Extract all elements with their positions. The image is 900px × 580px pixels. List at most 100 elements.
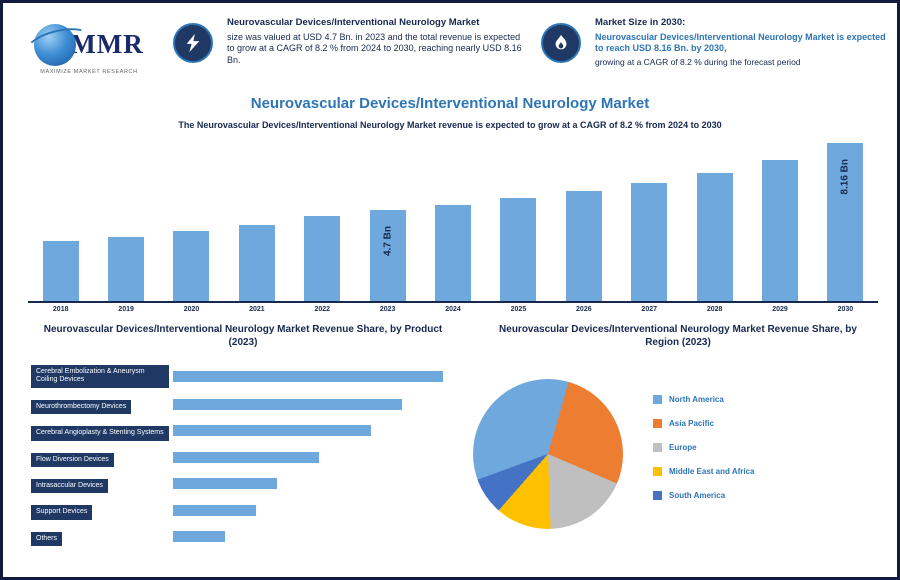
legend-label-south-america: South America bbox=[669, 491, 726, 500]
product-bar bbox=[173, 478, 277, 490]
revenue-bar-2018 bbox=[42, 241, 79, 301]
legend-label-middle-east-and-africa: Middle East and Africa bbox=[669, 467, 755, 476]
year-label-2021: 2021 bbox=[249, 306, 265, 313]
product-label: Cerebral Angioplasty & Stenting Systems bbox=[31, 426, 169, 441]
bar-slot-2028 bbox=[682, 139, 747, 301]
product-bar bbox=[173, 425, 371, 437]
bar-slot-2022 bbox=[290, 139, 355, 301]
revenue-bar-2019 bbox=[108, 237, 145, 301]
product-bar bbox=[173, 451, 319, 463]
product-label: Cerebral Embolization & Aneurysm Coiling… bbox=[31, 365, 169, 388]
product-bar bbox=[173, 370, 443, 382]
product-bar bbox=[173, 530, 225, 542]
product-row: Cerebral Embolization & Aneurysm Coiling… bbox=[31, 365, 463, 388]
product-label: Others bbox=[31, 531, 63, 547]
revenue-bar-2023: 4.7 Bn bbox=[369, 210, 406, 301]
bar-chart-bars: 4.7 Bn 8.16 Bn bbox=[28, 139, 878, 303]
legend-swatch-south-america bbox=[653, 491, 662, 500]
region-section-heading: Neurovascular Devices/Interventional Neu… bbox=[499, 324, 857, 348]
legend-item-north-america: North America bbox=[653, 395, 755, 404]
logo-caption: MAXIMIZE MARKET RESEARCH bbox=[40, 68, 138, 75]
bar-slot-2030: 8.16 Bn bbox=[813, 139, 878, 301]
legend-swatch-asia-pacific bbox=[653, 419, 662, 428]
lightning-icon bbox=[173, 23, 213, 63]
product-row: Support Devices bbox=[31, 500, 463, 520]
bar-slot-2024 bbox=[420, 139, 485, 301]
product-label-cell: Intrasaccular Devices bbox=[31, 474, 173, 494]
revenue-bar-2020 bbox=[173, 231, 210, 301]
bar-value-label-2030: 8.16 Bn bbox=[839, 159, 851, 195]
bar-slot-2020 bbox=[159, 139, 224, 301]
revenue-bar-2022 bbox=[304, 216, 341, 301]
legend-item-south-america: South America bbox=[653, 491, 755, 500]
product-bar bbox=[173, 398, 402, 410]
product-label: Neurothrombectomy Devices bbox=[31, 399, 132, 415]
product-row: Cerebral Angioplasty & Stenting Systems bbox=[31, 421, 463, 441]
year-label-2019: 2019 bbox=[118, 306, 134, 313]
product-bar bbox=[173, 504, 256, 516]
mmr-logo: MMR MAXIMIZE MARKET RESEARCH bbox=[23, 13, 155, 85]
legend-swatch-north-america bbox=[653, 395, 662, 404]
product-row: Neurothrombectomy Devices bbox=[31, 395, 463, 415]
legend-item-middle-east-and-africa: Middle East and Africa bbox=[653, 467, 755, 476]
bar-slot-2025 bbox=[486, 139, 551, 301]
revenue-bar-2021 bbox=[238, 225, 275, 301]
region-legend: North America Asia Pacific Europe Middle Ea… bbox=[653, 395, 755, 515]
product-row: Flow Diversion Devices bbox=[31, 448, 463, 467]
year-label-2025: 2025 bbox=[510, 306, 527, 313]
bar-value-label-2023: 4.7 Bn bbox=[382, 226, 394, 257]
flame-icon bbox=[541, 23, 581, 63]
product-row: Intrasaccular Devices bbox=[31, 474, 463, 494]
header-block-left: Neurovascular Devices/Interventional Neu… bbox=[173, 17, 528, 67]
year-label-2027: 2027 bbox=[641, 306, 657, 313]
year-label-2020: 2020 bbox=[183, 306, 200, 313]
bar-slot-2021 bbox=[224, 139, 289, 301]
globe-icon bbox=[34, 23, 77, 66]
market-summary-title: Neurovascular Devices/Interventional Neu… bbox=[227, 17, 480, 28]
market-size-note: growing at a CAGR of 8.2 % during the fo… bbox=[595, 57, 801, 68]
year-label-2023: 2023 bbox=[379, 306, 396, 313]
product-label-cell: Support Devices bbox=[31, 500, 173, 520]
market-size-highlight: Neurovascular Devices/Interventional Neu… bbox=[595, 31, 886, 54]
bar-slot-2026 bbox=[551, 139, 616, 301]
legend-label-north-america: North America bbox=[669, 395, 724, 404]
bar-slot-2019 bbox=[93, 139, 158, 301]
legend-label-asia-pacific: Asia Pacific bbox=[669, 419, 714, 428]
revenue-bar-2025 bbox=[500, 198, 537, 301]
product-bar-chart: Cerebral Embolization & Aneurysm Coiling… bbox=[31, 365, 463, 553]
revenue-bar-2028 bbox=[696, 173, 733, 301]
product-row: Others bbox=[31, 527, 463, 547]
product-label-cell: Others bbox=[31, 527, 173, 547]
legend-item-europe: Europe bbox=[653, 443, 755, 452]
revenue-bar-2024 bbox=[435, 205, 472, 301]
year-label-2018: 2018 bbox=[52, 306, 69, 313]
region-pie-chart bbox=[473, 379, 623, 529]
market-size-title: Market Size in 2030: bbox=[595, 17, 686, 28]
product-label-cell: Cerebral Angioplasty & Stenting Systems bbox=[31, 421, 173, 441]
bar-slot-2023: 4.7 Bn bbox=[355, 139, 420, 301]
header-block-right: Market Size in 2030: Neurovascular Devic… bbox=[541, 17, 886, 69]
market-summary-body: size was valued at USD 4.7 Bn. in 2023 a… bbox=[227, 31, 522, 66]
bar-slot-2029 bbox=[747, 139, 812, 301]
year-label-2029: 2029 bbox=[772, 306, 788, 313]
legend-swatch-europe bbox=[653, 443, 662, 452]
revenue-bar-2026 bbox=[565, 191, 602, 301]
year-label-2024: 2024 bbox=[445, 306, 461, 313]
revenue-bar-2029 bbox=[761, 160, 798, 301]
legend-swatch-middle-east-and-africa bbox=[653, 467, 662, 476]
page-title: Neurovascular Devices/Interventional Neu… bbox=[250, 95, 650, 112]
product-label: Flow Diversion Devices bbox=[31, 452, 114, 467]
bar-slot-2018 bbox=[28, 139, 93, 301]
product-label: Support Devices bbox=[31, 505, 93, 520]
year-label-2030: 2030 bbox=[837, 306, 854, 313]
year-label-2026: 2026 bbox=[576, 306, 592, 313]
revenue-bar-chart: 4.7 Bn 8.16 Bn 2018 2019 2020 2021 2022 2023 20… bbox=[28, 139, 878, 313]
bar-slot-2027 bbox=[617, 139, 682, 301]
legend-item-asia-pacific: Asia Pacific bbox=[653, 419, 755, 428]
bar-chart-years: 2018 2019 2020 2021 2022 2023 2024 2025 2026 2027… bbox=[28, 303, 878, 313]
revenue-bar-2027 bbox=[631, 183, 668, 301]
product-label-cell: Flow Diversion Devices bbox=[31, 448, 173, 467]
page-subtitle: The Neurovascular Devices/Interventional… bbox=[178, 120, 722, 130]
revenue-bar-2030: 8.16 Bn bbox=[827, 143, 864, 301]
